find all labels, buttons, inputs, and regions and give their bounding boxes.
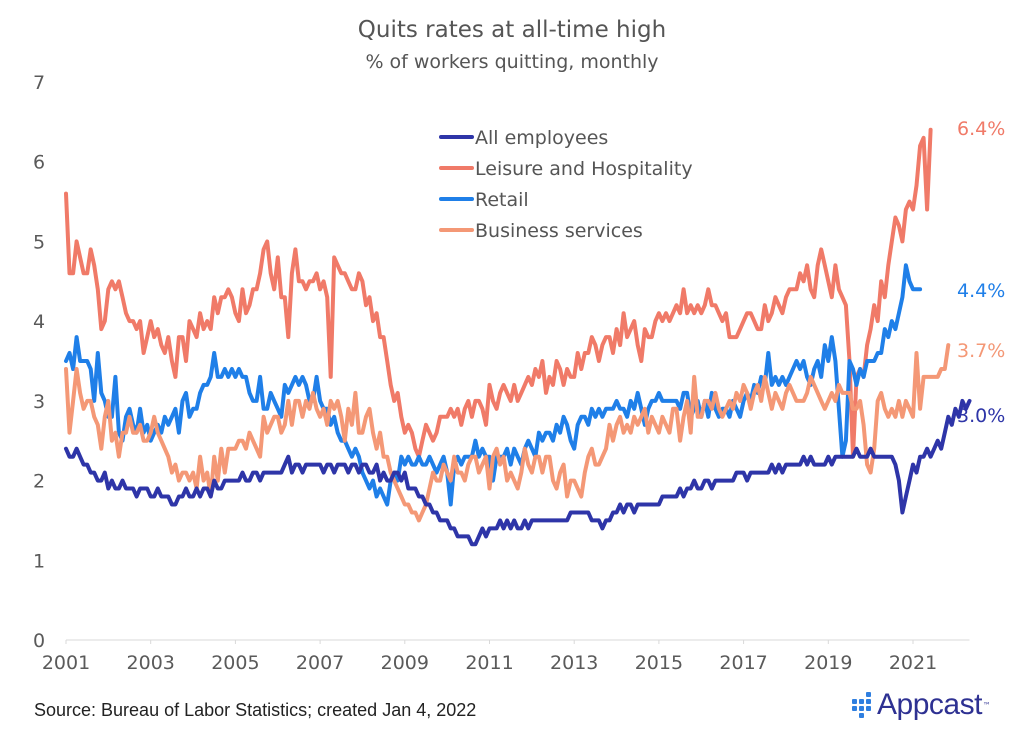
appcast-logo-icon [852, 692, 871, 718]
source-note: Source: Bureau of Labor Statistics; crea… [34, 700, 477, 720]
y-tick-label: 6 [33, 152, 45, 174]
legend-label: Retail [475, 189, 529, 211]
series-line-leisure-and-hospitality [64, 127, 933, 459]
x-tick-label: 2013 [550, 652, 598, 674]
end-value-label: 3.7% [957, 340, 1005, 362]
end-labels: 3.0% 6.4% 4.4% 3.7% [957, 118, 1005, 427]
x-tick-label: 2003 [127, 652, 175, 674]
chart-title: Quits rates at all-time high [358, 17, 666, 43]
appcast-logo-text: Appcast [877, 688, 982, 721]
series-line-retail [64, 263, 923, 507]
series-lines [64, 127, 972, 547]
y-tick-label: 1 [33, 550, 45, 572]
x-tick-label: 2015 [635, 652, 683, 674]
end-value-label: 3.0% [957, 405, 1005, 427]
x-tick-label: 2007 [296, 652, 344, 674]
y-tick-label: 7 [33, 72, 45, 94]
x-tick-label: 2021 [889, 652, 937, 674]
x-tick-label: 2019 [804, 652, 852, 674]
legend-label: All employees [475, 127, 608, 149]
x-tick-label: 2001 [42, 652, 90, 674]
x-tick-label: 2009 [381, 652, 429, 674]
axes: 0 1 2 3 4 5 6 7 2001 2003 2005 2007 2009 2011 2013 2015… [33, 72, 970, 674]
series-line-business-services [64, 343, 951, 523]
end-value-label: 4.4% [957, 280, 1005, 302]
chart-subtitle: % of workers quitting, monthly [365, 51, 658, 73]
y-tick-label: 2 [33, 471, 45, 493]
y-tick-label: 0 [33, 630, 45, 652]
legend: All employees Leisure and Hospitality Reta… [439, 127, 693, 242]
appcast-logo: Appcast ™ [852, 688, 991, 722]
y-tick-label: 3 [33, 391, 45, 413]
end-value-label: 6.4% [957, 118, 1005, 140]
legend-label: Leisure and Hospitality [475, 158, 693, 180]
appcast-logo-trademark: ™ [982, 700, 991, 710]
series-line-all-employees [64, 398, 972, 547]
y-tick-label: 4 [33, 311, 45, 333]
legend-label: Business services [475, 220, 643, 242]
x-tick-label: 2017 [719, 652, 767, 674]
x-tick-label: 2005 [211, 652, 259, 674]
y-tick-label: 5 [33, 231, 45, 253]
x-tick-label: 2011 [465, 652, 513, 674]
